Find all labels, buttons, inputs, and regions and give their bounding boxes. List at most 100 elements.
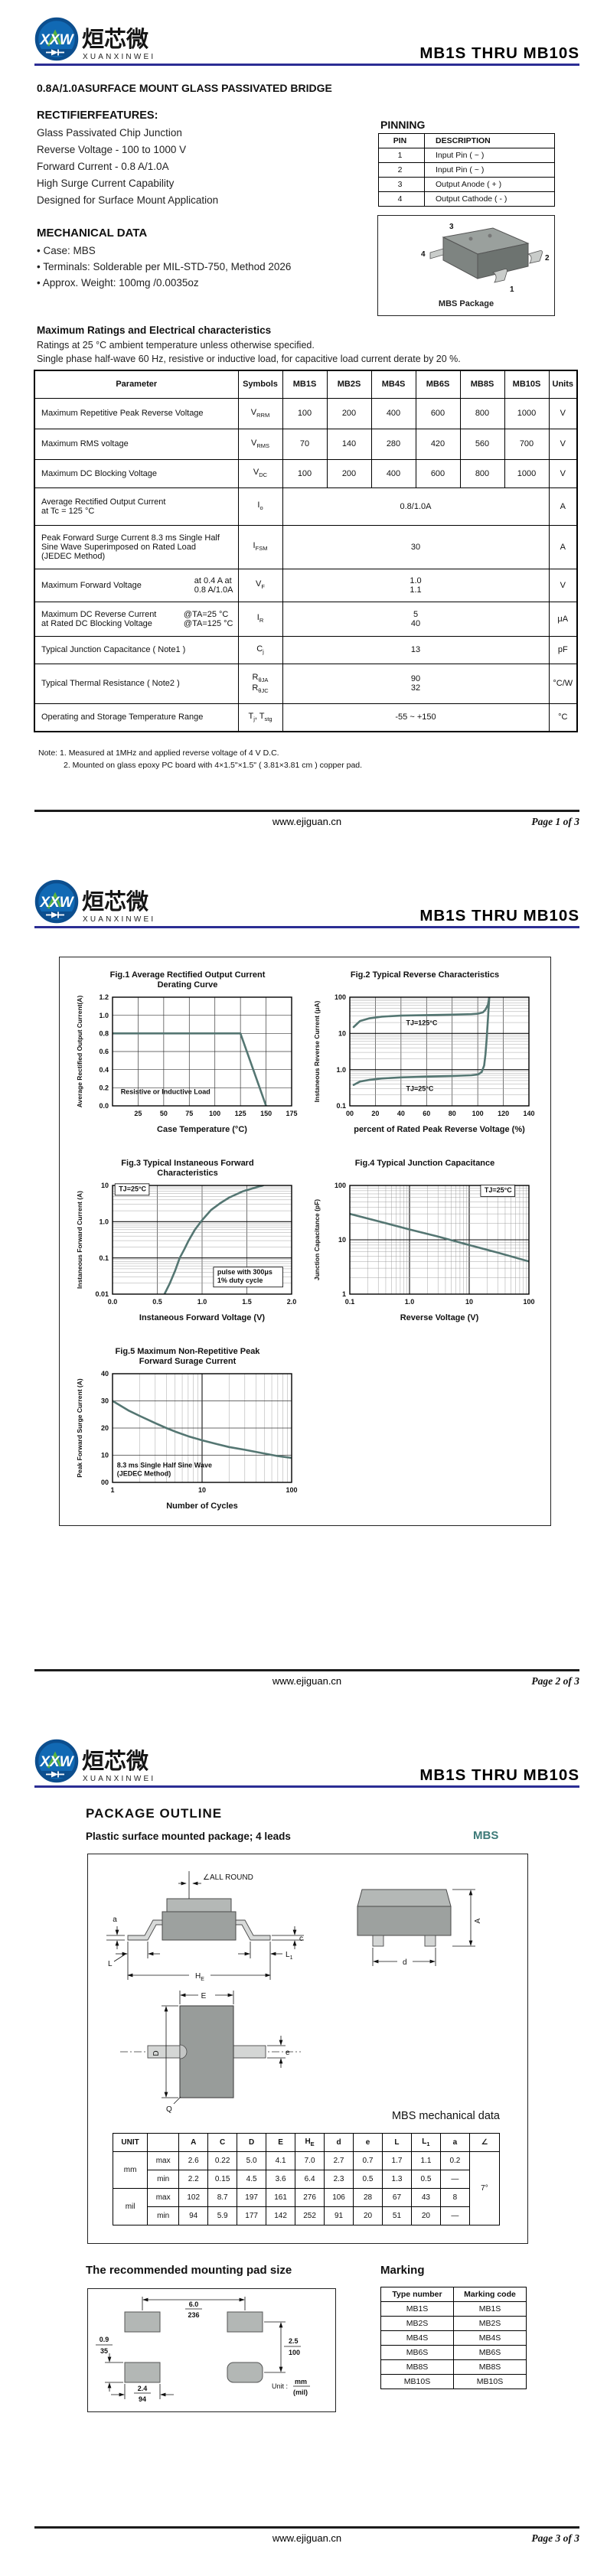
pinning-header-cell: DESCRIPTION: [424, 133, 555, 148]
y-tick-label: 1.0: [99, 1218, 109, 1226]
outline-label-D: D: [152, 2050, 161, 2056]
marking-cell: MB8S: [380, 2359, 454, 2375]
mech-value-cell: 6.4: [295, 2170, 325, 2189]
x-axis-label: Case Temperature (°C): [157, 1125, 247, 1134]
pinning-cell: 4: [378, 191, 425, 207]
footer-site-link[interactable]: www.ejiguan.cn: [272, 2532, 342, 2544]
ratings-row: Operating and Storage Temperature Range T…: [34, 703, 578, 732]
ratings-param-cell: Maximum Repetitive Peak Reverse Voltage: [34, 397, 239, 429]
x-tick-label: 1.0: [405, 1298, 415, 1306]
y-tick-label: 20: [101, 1424, 109, 1432]
pad-heading: The recommended mounting pad size: [86, 2264, 292, 2277]
marking-cell: MB2S: [453, 2316, 527, 2331]
mech-value-cell: 0.5: [410, 2170, 441, 2189]
pinning-row: 3 Output Anode ( + ): [378, 177, 555, 192]
ratings-unit-cell: V: [548, 458, 578, 488]
logo-diode-triangle: [51, 1771, 58, 1778]
pad-right-mil: 100: [289, 2349, 300, 2356]
outline-top-dims: [162, 1991, 286, 2105]
x-tick-label: 1.5: [242, 1298, 252, 1306]
logo-green-accent: [47, 892, 62, 909]
x-tick-label: 60: [423, 1110, 430, 1117]
ratings-span-cell: -55 ~ +150: [282, 703, 550, 732]
chart-plot: 25 50 75 100 125 150 175 0.0 0.2 0.4 0.6 0.8 1.0 1.2 C…: [73, 991, 302, 1152]
logo-green-accent: [47, 1751, 62, 1769]
outline-label-a: a: [113, 1916, 117, 1924]
x-tick-label: 50: [160, 1110, 168, 1117]
pad-unit-mil: (mil): [293, 2389, 308, 2396]
x-tick-label: 100: [523, 1298, 534, 1306]
outline-label-Q: Q: [166, 2105, 172, 2114]
x-tick-label: 75: [185, 1110, 193, 1117]
outline-label-A: A: [474, 1918, 482, 1923]
ratings-value-cell: 420: [415, 428, 461, 460]
mech-value-cell: 161: [266, 2188, 296, 2207]
ratings-row: Maximum RMS voltage VRMS 70 140 280 420 560 700…: [34, 428, 578, 460]
param-line: Typical Thermal Resistance ( Note2 ): [41, 679, 180, 688]
chart-fig3: Fig.3 Typical Instaneous Forward Charact…: [73, 1159, 302, 1340]
param-line: Maximum Forward Voltage: [41, 580, 142, 590]
ratings-row: Typical Junction Capacitance ( Note1 ) Cj…: [34, 635, 578, 664]
x-tick-label: 1: [110, 1486, 114, 1494]
chart-plot: 00 20 40 60 80 100 120 140 0.1 1.0 10 100 percent of…: [310, 991, 540, 1152]
footer-site-link[interactable]: www.ejiguan.cn: [272, 816, 342, 827]
mech-header-cell: d: [324, 2133, 354, 2152]
x-axis-label: Reverse Voltage (V): [400, 1313, 479, 1322]
param-line: Peak Forward Surge Current 8.3 ms Single…: [41, 533, 220, 543]
x-tick-label: 25: [134, 1110, 142, 1117]
pinning-cell: 3: [378, 177, 425, 192]
pad-left-mm: 0.9: [100, 2336, 109, 2343]
pinning-cell: Output Cathode ( - ): [424, 191, 555, 207]
ratings-unit-cell: pF: [548, 635, 578, 664]
ratings-param-cell: Peak Forward Surge Current 8.3 ms Single…: [34, 524, 239, 569]
brand-en-name: XUANXINWEI: [83, 53, 155, 61]
outline-label-d: d: [403, 1958, 407, 1967]
ratings-heading: Maximum Ratings and Electrical character…: [37, 324, 272, 336]
mech-header-cell: L1: [410, 2133, 441, 2152]
mech-value-cell: 0.5: [353, 2170, 383, 2189]
plot-bg: [350, 997, 529, 1106]
mechanical-item: • Terminals: Solderable per MIL-STD-750,…: [37, 261, 292, 272]
mech-value-cell: 0.2: [439, 2151, 470, 2170]
ratings-row: Typical Thermal Resistance ( Note2 ) RθJA…: [34, 663, 578, 704]
ratings-unit-cell: A: [548, 524, 578, 569]
ratings-value-cell: 70: [282, 428, 328, 460]
mech-header-cell: A: [178, 2133, 209, 2152]
param-condition: @TA=125 °C: [183, 618, 233, 628]
y-tick-label: 0.2: [99, 1084, 109, 1092]
outline-end-view: [357, 1889, 452, 1947]
ratings-table: Parameter Symbols MB1S MB2S MB4S MB6S MB8S MB10…: [34, 370, 578, 732]
ratings-symbol-cell: IR: [237, 601, 283, 637]
y-tick-label: 10: [101, 1182, 109, 1189]
footer-rule: [34, 1669, 579, 1671]
data-series: [350, 1212, 529, 1263]
x-tick-label: 20: [371, 1110, 379, 1117]
mechanical-list: • Case: MBS • Terminals: Solderable per M…: [37, 243, 366, 291]
y-tick-label: 10: [101, 1452, 109, 1459]
mech-value-cell: 252: [295, 2206, 325, 2225]
ratings-value-cell: 600: [415, 458, 461, 488]
data-series: [352, 997, 491, 1029]
brand-cn-name: 烜芯微: [82, 1749, 148, 1774]
ratings-symbol-cell: VF: [237, 568, 283, 602]
mech-value-cell: 197: [237, 2188, 267, 2207]
data-series: [113, 1400, 292, 1459]
product-title: MB1S THRU MB10S: [419, 44, 579, 62]
brand-logo: XXW 烜芯微 XUANXINWEI: [34, 17, 155, 61]
ratings-value-cell: 200: [326, 458, 372, 488]
ratings-value-cell: 560: [459, 428, 505, 460]
ratings-span-cell: 30: [282, 524, 550, 569]
pad-rects: [124, 2311, 263, 2383]
annotation-text: pulse with 300μs: [217, 1268, 272, 1276]
mech-value-cell: 5.0: [237, 2151, 267, 2170]
y-tick-label: 1: [342, 1290, 346, 1298]
marking-header-cell: Type number: [380, 2287, 454, 2302]
outline-label-c: c: [299, 1935, 303, 1943]
y-tick-label: 0.1: [99, 1254, 109, 1262]
ratings-condition-1: Ratings at 25 °C ambient temperature unl…: [37, 340, 315, 351]
mech-value-cell: 20: [353, 2206, 383, 2225]
page1-header: XXW 烜芯微 XUANXINWEI MB1S THRU MB10S: [34, 15, 579, 69]
footer-site-link[interactable]: www.ejiguan.cn: [272, 1675, 342, 1687]
mech-kind-cell: min: [147, 2170, 180, 2189]
ratings-row: Average Rectified Output Current at Tc = …: [34, 487, 578, 526]
